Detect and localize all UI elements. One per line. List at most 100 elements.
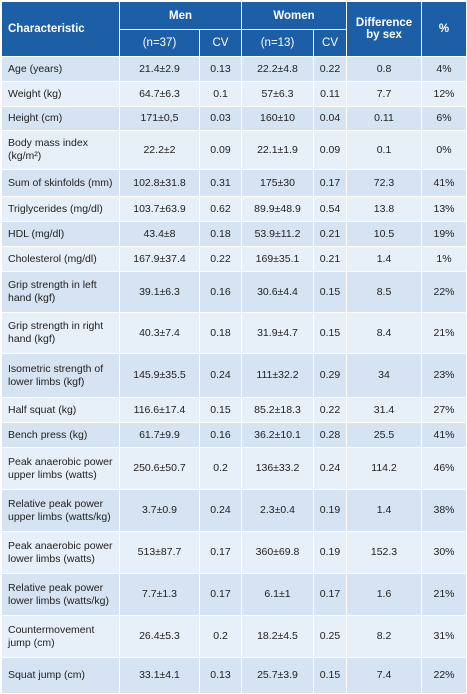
row-label: HDL (mg/dl) <box>1 221 120 247</box>
row-label: Countermovement jump (cm) <box>1 615 120 658</box>
table-row: HDL (mg/dl) 43.4±8 0.18 53.9±11.2 0.21 10.5 19… <box>1 221 467 247</box>
table-cell: 27% <box>421 397 467 423</box>
row-label: Squat jump (cm) <box>1 657 120 694</box>
header-cell: Characteristic <box>1 1 120 57</box>
table-cell: 152.3 <box>346 531 423 574</box>
table-cell: 13.8 <box>346 196 423 222</box>
row-label: Weight (kg) <box>1 81 120 107</box>
table-cell: 0.21 <box>312 221 348 247</box>
table-cell: 0.62 <box>199 196 242 222</box>
table-cell: 7.7±1.3 <box>119 573 200 616</box>
row-label: Cholesterol (mg/dl) <box>1 246 120 272</box>
table-cell: 31% <box>421 615 467 658</box>
row-label: Peak anaerobic power lower limbs (watts) <box>1 531 120 574</box>
table-cell: 169±35.1 <box>241 246 314 272</box>
table-cell: 0.24 <box>199 353 242 398</box>
table-row: Squat jump (cm) 33.1±4.1 0.13 25.7±3.9 0.15 7… <box>1 657 467 694</box>
table-cell: 13% <box>421 196 467 222</box>
table-cell: 18.2±4.5 <box>241 615 314 658</box>
table-cell: 0.21 <box>312 246 348 272</box>
table-cell: 21.4±2.9 <box>119 56 200 82</box>
table-row: Peak anaerobic power lower limbs (watts)… <box>1 531 467 574</box>
table-cell: 0.17 <box>199 573 242 616</box>
table-cell: 10.5 <box>346 221 423 247</box>
table-cell: 38% <box>421 489 467 532</box>
table-cell: 12% <box>421 81 467 107</box>
table-cell: 167.9±37.4 <box>119 246 200 272</box>
header-cell: (n=37) <box>119 29 200 57</box>
table-cell: 0.1 <box>199 81 242 107</box>
table-cell: 46% <box>421 447 467 490</box>
row-label: Grip strength in left hand (kgf) <box>1 271 120 313</box>
table-cell: 30.6±4.4 <box>241 271 314 313</box>
table-cell: 39.1±6.3 <box>119 271 200 313</box>
table-cell: 0.16 <box>199 422 242 448</box>
table-cell: 0.16 <box>199 271 242 313</box>
table-cell: 43.4±8 <box>119 221 200 247</box>
table-row: Peak anaerobic power upper limbs (watts)… <box>1 447 467 490</box>
table-cell: 8.4 <box>346 312 423 354</box>
row-label: Relative peak power lower limbs (watts/k… <box>1 573 120 616</box>
row-label: Isometric strength of lower limbs (kgf) <box>1 353 120 398</box>
table-cell: 0.22 <box>312 56 348 82</box>
table-cell: 0.13 <box>199 56 242 82</box>
table-cell: 6.1±1 <box>241 573 314 616</box>
row-label: Sum of skinfolds (mm) <box>1 169 120 197</box>
table-cell: 0.09 <box>312 130 348 170</box>
table-cell: 3.7±0.9 <box>119 489 200 532</box>
table-cell: 2.3±0.4 <box>241 489 314 532</box>
table-body: Age (years) 21.4±2.9 0.13 22.2±4.8 0.22 0.8 4%… <box>1 56 467 694</box>
table-row: Cholesterol (mg/dl) 167.9±37.4 0.22 169±35.… <box>1 246 467 272</box>
header-cell: CV <box>199 29 242 57</box>
header-cell: Difference by sex <box>346 1 423 57</box>
table-cell: 0.22 <box>199 246 242 272</box>
header-cell: Men <box>119 1 242 30</box>
table-cell: 114.2 <box>346 447 423 490</box>
row-label: Triglycerides (mg/dl) <box>1 196 120 222</box>
table-cell: 171±0,5 <box>119 106 200 131</box>
table-cell: 1.4 <box>346 489 423 532</box>
table-cell: 0.09 <box>199 130 242 170</box>
table-cell: 0.22 <box>312 397 348 423</box>
table-row: Age (years) 21.4±2.9 0.13 22.2±4.8 0.22 0.8 4% <box>1 56 467 82</box>
row-label: Body mass index (kg/m²) <box>1 130 120 170</box>
table-cell: 64.7±6.3 <box>119 81 200 107</box>
table-cell: 23% <box>421 353 467 398</box>
table-cell: 0.11 <box>312 81 348 107</box>
table-cell: 22% <box>421 657 467 694</box>
row-label: Half squat (kg) <box>1 397 120 423</box>
table-row: Weight (kg) 64.7±6.3 0.1 57±6.3 0.11 7.7 12% <box>1 81 467 107</box>
table-cell: 22.1±1.9 <box>241 130 314 170</box>
table-cell: 116.6±17.4 <box>119 397 200 423</box>
table-row: Relative peak power lower limbs (watts/k… <box>1 573 467 616</box>
table-cell: 72.3 <box>346 169 423 197</box>
table-cell: 22% <box>421 271 467 313</box>
table-cell: 0.25 <box>312 615 348 658</box>
row-label: Height (cm) <box>1 106 120 131</box>
table-cell: 0.03 <box>199 106 242 131</box>
table-cell: 0.8 <box>346 56 423 82</box>
table-cell: 0.54 <box>312 196 348 222</box>
table-cell: 25.7±3.9 <box>241 657 314 694</box>
table-cell: 0.19 <box>312 531 348 574</box>
table-cell: 30% <box>421 531 467 574</box>
header-cell: (n=13) <box>241 29 314 57</box>
table-row: Grip strength in left hand (kgf) 39.1±6.3… <box>1 271 467 313</box>
table-cell: 34 <box>346 353 423 398</box>
table-row: Triglycerides (mg/dl) 103.7±63.9 0.62 89.9±… <box>1 196 467 222</box>
table-cell: 25.5 <box>346 422 423 448</box>
table-cell: 250.6±50.7 <box>119 447 200 490</box>
table-cell: 1% <box>421 246 467 272</box>
row-label: Peak anaerobic power upper limbs (watts) <box>1 447 120 490</box>
table-cell: 0.24 <box>199 489 242 532</box>
table-cell: 0.29 <box>312 353 348 398</box>
header-cell: CV <box>312 29 348 57</box>
table-cell: 0.17 <box>312 169 348 197</box>
table-cell: 513±87.7 <box>119 531 200 574</box>
row-label: Bench press (kg) <box>1 422 120 448</box>
table-cell: 0.11 <box>346 106 423 131</box>
table-row: Relative peak power upper limbs (watts/k… <box>1 489 467 532</box>
table-cell: 40.3±7.4 <box>119 312 200 354</box>
